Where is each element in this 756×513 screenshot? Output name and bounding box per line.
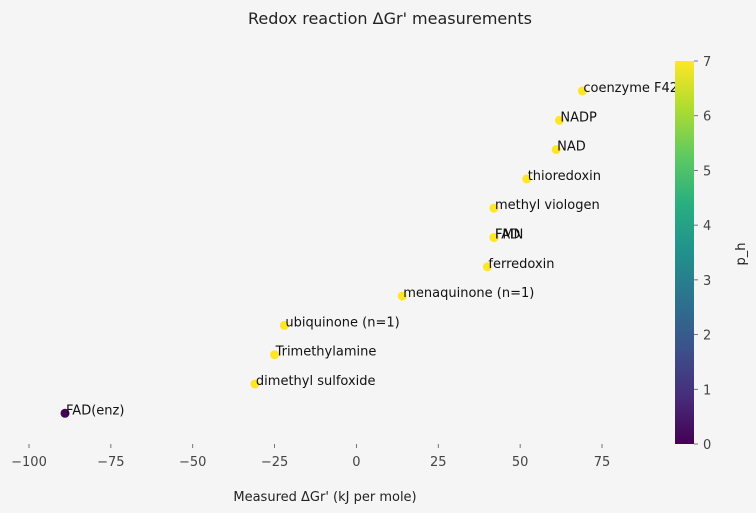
data-point-fmn [489,233,499,242]
data-point-nad [551,145,561,155]
colorbar-tick-label: 2 [703,329,711,344]
point-label-thioredoxin: thioredoxin [528,169,601,184]
data-point-ubiquinone-n-1 [279,320,289,330]
point-label-menaquinone-n-1: menaquinone (n=1) [403,286,534,301]
colorbar-tick-label: 7 [703,55,711,70]
point-label-ferredoxin: ferredoxin [488,257,554,272]
colorbar-tick-label: 3 [703,274,711,289]
colorbar-tick-label: 4 [703,219,711,234]
chart-title: Redox reaction ΔGr' measurements [248,9,532,28]
point-label-fad-enz: FAD(enz) [66,403,124,418]
point-label-methyl-viologen: methyl viologen [495,198,600,213]
colorbar-label: p_h [734,243,749,266]
point-labels-layer: coenzyme F420 NADP NAD thioredoxin methyl vi… [66,81,686,418]
data-point-ferredoxin [482,262,492,272]
x-axis: −100 −75 −50 −25 0 25 50 75 [11,444,610,470]
colorbar-tick-label: 0 [703,438,711,453]
data-point-fad-enz [60,408,70,418]
points-layer [60,86,587,418]
x-axis-label: Measured ΔGr' (kJ per mole) [233,490,416,505]
data-point-coenzyme-f420 [577,86,587,96]
x-tick-label: 75 [594,455,611,470]
x-tick-label: −100 [11,455,47,470]
point-label-nadp: NADP [560,110,597,125]
x-tick-label: −25 [261,455,288,470]
colorbar: 0 1 2 3 4 5 6 7 p_h [675,55,749,453]
point-label-fad: FAD [495,228,520,243]
colorbar-gradient [675,61,694,444]
point-label-trimethylamine: Trimethylamine [275,345,377,360]
colorbar-tick-label: 6 [703,110,711,125]
colorbar-tick-label: 1 [703,383,711,398]
x-tick-label: −50 [179,455,206,470]
colorbar-tick-label: 5 [703,164,711,179]
data-point-methyl-viologen [489,203,499,213]
colorbar-ticks: 0 1 2 3 4 5 6 7 [694,55,711,453]
x-tick-label: 50 [512,455,529,470]
point-label-dimethyl-sulfoxide: dimethyl sulfoxide [256,374,376,389]
point-label-fmn: FMN [495,228,523,243]
data-point-thioredoxin [522,174,532,184]
data-point-dimethyl-sulfoxide [250,379,260,389]
point-label-ubiquinone-n-1: ubiquinone (n=1) [285,315,399,330]
data-point-nadp [554,115,564,125]
data-point-trimethylamine [270,350,280,360]
x-tick-label: −75 [97,455,124,470]
x-tick-label: 0 [352,455,360,470]
point-label-coenzyme-f420: coenzyme F420 [583,81,686,96]
x-tick-label: 25 [430,455,447,470]
point-label-nad: NAD [557,140,586,155]
data-point-menaquinone-n-1 [397,291,407,301]
